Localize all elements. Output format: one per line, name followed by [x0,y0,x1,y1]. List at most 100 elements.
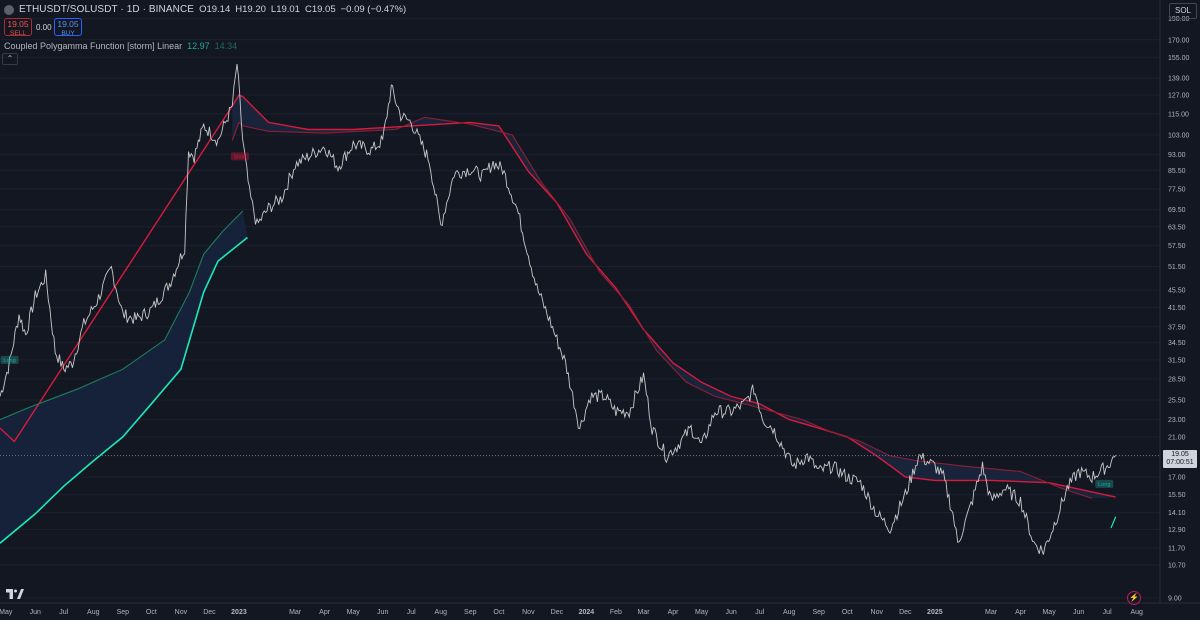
signal-tag-bg [1095,479,1114,488]
time-tick-label: 2025 [927,609,943,616]
time-tick-label: Aug [1130,609,1143,616]
price-tick-label: 127.00 [1168,93,1190,100]
time-tick-label: Sep [117,609,130,616]
price-tick-label: 34.50 [1168,340,1186,347]
collapse-legend-button[interactable]: ⌃ [2,53,18,65]
signal-tag-bg [0,355,19,364]
time-tick-label: Dec [551,609,564,616]
price-tick-label: 155.00 [1168,55,1190,62]
time-tick-label: Jul [1103,609,1112,616]
time-tick-label: May [695,609,709,616]
time-tick-label: Aug [783,609,796,616]
price-tick-label: 57.50 [1168,243,1186,250]
time-tick-label: Mar [638,609,651,616]
time-tick-label: Sep [812,609,825,616]
sell-label: SELL [10,29,26,37]
price-tick-label: 10.70 [1168,562,1186,569]
price-tick-label: 37.50 [1168,324,1186,331]
price-tick-label: 17.00 [1168,475,1186,482]
time-tick-label: 2024 [579,609,595,616]
lightning-icon[interactable]: ⚡ [1127,591,1141,605]
time-tick-label: Oct [493,609,504,616]
buy-button[interactable]: 19.05 BUY [54,18,82,37]
ohlc-high: H19.20 [235,4,266,15]
bull-band-outer-line [0,210,244,421]
indicator-legend[interactable]: Coupled Polygamma Function [storm] Linea… [4,41,237,51]
symbol-header: ETHUSDT/SOLUSDT · 1D · BINANCE O19.14 H1… [4,4,406,15]
price-tick-label: 28.50 [1168,376,1186,383]
time-tick-label: May [347,609,361,616]
price-tick-label: 41.50 [1168,305,1186,312]
time-tick-label: May [0,609,13,616]
signal-tags: Long Short Long [0,152,1114,488]
bear-band-inner-line [231,116,1093,499]
time-tick-label: Oct [146,609,157,616]
trade-panel: 19.05 SELL 0.00 19.05 BUY [4,18,82,37]
price-tick-label: 139.00 [1168,76,1190,83]
time-tick-label: Nov [522,609,535,616]
time-tick-label: Mar [289,609,302,616]
time-tick-label: Jun [725,609,736,616]
time-tick-label: Nov [871,609,884,616]
symbol-logo-icon [4,4,14,15]
time-tick-label: Mar [985,609,998,616]
ohlc-low: L19.01 [270,4,300,15]
time-tick-label: Feb [610,609,622,616]
time-tick-label: Dec [899,609,912,616]
time-tick-label: Oct [842,609,853,616]
time-tick-label: Dec [203,609,216,616]
grid-lines [0,18,1160,599]
sell-button[interactable]: 19.05 SELL [4,18,32,37]
indicator-value-2: 14.34 [214,41,238,51]
current-price-label: 19.05 07:00:51 [1163,450,1197,468]
price-tick-label: 31.50 [1168,357,1186,364]
spread-value: 0.00 [36,22,52,32]
price-tick-label: 170.00 [1168,37,1190,44]
time-tick-label: May [1042,609,1056,616]
symbol-title[interactable]: ETHUSDT/SOLUSDT · 1D · BINANCE [19,4,195,15]
time-tick-label: Aug [435,609,448,616]
current-price: 19.05 [1171,451,1189,458]
time-tick-label: Apr [1015,609,1027,616]
ohlc-open: O19.14 [199,4,231,15]
bear-band-fill [232,95,1116,499]
time-tick-label: Jul [59,609,68,616]
price-tick-label: 14.10 [1168,510,1186,517]
price-tick-label: 103.00 [1168,132,1190,139]
indicator-name: Coupled Polygamma Function [storm] Linea… [4,41,183,51]
price-tick-label: 21.00 [1168,434,1186,441]
signal-tag-bg [230,152,249,161]
price-tick-label: 12.90 [1168,527,1186,534]
price-tick-label: 51.50 [1168,264,1186,271]
price-tick-label: 15.50 [1168,492,1186,499]
price-tick-label: 85.50 [1168,168,1186,175]
price-tick-label: 190.00 [1168,16,1190,23]
sell-price: 19.05 [7,19,29,29]
signal-tag: Long [0,355,19,364]
price-line [0,64,1117,555]
price-tick-label: 69.50 [1168,207,1186,214]
signal-tag-label: Long [3,358,15,364]
tradingview-logo-icon[interactable] [6,589,24,599]
price-tick-label: 45.50 [1168,288,1186,295]
bull-band-tail-line [1110,516,1117,529]
price-tick-label: 23.00 [1168,417,1186,424]
ohlc-readout: O19.14 H19.20 L19.01 C19.05 −0.09 (−0.47… [199,4,406,15]
price-axis: 190.00 170.00 155.00 139.00 127.00 115.00 103.… [1159,0,1190,603]
bull-band-inner-line [0,236,248,544]
time-tick-label: Jun [377,609,388,616]
signal-tag: Short [230,152,249,161]
price-tick-label: 25.50 [1168,398,1186,405]
bar-countdown: 07:00:51 [1166,459,1194,466]
time-axis: May Jun Jul Aug Sep Oct Nov Dec 2023 Mar Apr May Jun… [0,602,1200,616]
buy-label: BUY [61,29,75,37]
time-tick-label: Apr [319,609,331,616]
price-tick-label: 77.50 [1168,186,1186,193]
time-tick-label: Sep [464,609,477,616]
signal-tag-label: Short [233,154,247,160]
time-tick-label: Jun [30,609,41,616]
time-tick-label: Apr [668,609,680,616]
indicator-value-1: 12.97 [187,41,210,51]
currency-button[interactable]: SOL [1169,3,1197,19]
